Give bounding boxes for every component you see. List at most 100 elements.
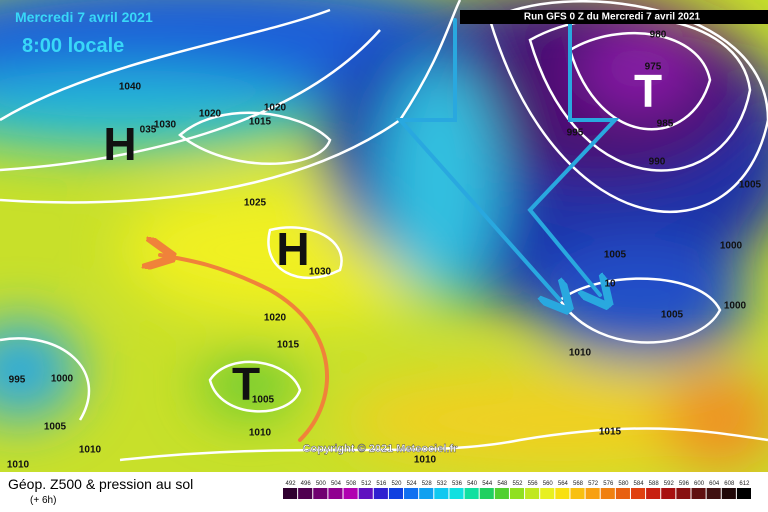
scale-swatch <box>721 488 736 499</box>
scale-label: 576 <box>603 481 614 487</box>
scale-label: 492 <box>286 481 297 487</box>
scale-swatch <box>283 488 298 499</box>
scale-swatch <box>555 488 570 499</box>
isobar-label: 1015 <box>599 427 622 438</box>
scale-label: 500 <box>316 481 327 487</box>
isobar-label: 1010 <box>79 445 102 456</box>
scale-label: 596 <box>679 481 690 487</box>
isobar-label: 995 <box>9 375 26 386</box>
isobar-label: 1010 <box>249 428 272 439</box>
scale-swatch <box>388 488 404 499</box>
scale-swatch <box>706 488 721 499</box>
scale-swatch <box>449 488 464 499</box>
scale-label: 512 <box>361 481 372 487</box>
scale-swatch <box>570 488 585 499</box>
scale-swatch <box>328 488 343 499</box>
scale-label: 536 <box>452 481 463 487</box>
scale-swatch <box>509 488 525 499</box>
isobar-label: 975 <box>645 62 662 73</box>
scale-label: 604 <box>709 481 720 487</box>
isobar-label: 1040 <box>119 82 142 93</box>
scale-label: 612 <box>739 481 750 487</box>
scale-label: 540 <box>467 481 478 487</box>
pressure-system: T <box>232 358 260 410</box>
scale-label: 544 <box>482 481 493 487</box>
scale-swatch <box>615 488 630 499</box>
scale-label: 568 <box>573 481 584 487</box>
scale-label: 520 <box>391 481 402 487</box>
isobar-label: 035 <box>140 125 157 136</box>
pressure-system: T <box>634 65 662 117</box>
scale-swatch <box>600 488 615 499</box>
scale-swatch <box>404 488 419 499</box>
scale-swatch <box>736 488 751 499</box>
isobar-label: 1015 <box>249 117 272 128</box>
isobar-label: 10 <box>604 279 616 290</box>
scale-swatch <box>343 488 358 499</box>
pressure-system: H <box>276 223 309 275</box>
isobar-label: 995 <box>567 128 584 139</box>
scale-label: 524 <box>407 481 418 487</box>
isobar-label: 985 <box>657 119 674 130</box>
scale-swatch <box>661 488 676 499</box>
scale-swatch <box>419 488 434 499</box>
isobar-label: 990 <box>649 157 666 168</box>
scale-label: 580 <box>618 481 629 487</box>
field <box>0 0 768 472</box>
time-label: 8:00 locale <box>22 35 124 57</box>
run-banner <box>460 10 768 24</box>
isobar-label: 1010 <box>414 455 437 466</box>
date-label: Mercredi 7 avril 2021 <box>15 9 153 25</box>
scale-label: 592 <box>664 481 675 487</box>
isobar-label: 1030 <box>154 120 177 131</box>
scale-swatch <box>494 488 509 499</box>
scale-label: 516 <box>376 481 387 487</box>
pressure-system: H <box>103 118 136 170</box>
footer-step: (+ 6h) <box>30 495 56 506</box>
isobar-label: 1015 <box>277 340 300 351</box>
run-label: Run GFS 0 Z du Mercredi 7 avril 2021 <box>524 12 701 23</box>
scale-label: 552 <box>512 481 523 487</box>
scale-label: 560 <box>543 481 554 487</box>
scale-label: 572 <box>588 481 599 487</box>
isobar-label: 1005 <box>252 395 275 406</box>
isobar-label: 1025 <box>244 198 267 209</box>
isobar-label: 1000 <box>720 241 743 252</box>
flow-arrows <box>160 18 620 442</box>
scale-label: 556 <box>528 481 539 487</box>
isobar-label: 1000 <box>724 301 747 312</box>
isobar-label: 1005 <box>661 310 684 321</box>
footer-title: Géop. Z500 & pression au sol <box>8 476 193 492</box>
scale-label: 588 <box>649 481 660 487</box>
isobar-label: 1000 <box>51 374 74 385</box>
scale-swatch <box>646 488 661 499</box>
scale-swatch <box>313 488 328 499</box>
isobar-label: 1010 <box>569 348 592 359</box>
isobar-label: 1005 <box>739 180 762 191</box>
scale-label: 608 <box>724 481 735 487</box>
scale-swatch <box>676 488 691 499</box>
scale-swatch <box>464 488 479 499</box>
scale-label: 496 <box>301 481 312 487</box>
scale-swatch <box>298 488 313 499</box>
isobar-label: 1020 <box>199 109 222 120</box>
scale-label: 548 <box>497 481 508 487</box>
scale-label: 504 <box>331 481 342 487</box>
scale-swatch <box>434 488 449 499</box>
isobar-label: 980 <box>650 30 667 41</box>
scale-swatch <box>540 488 555 499</box>
isobar-label: 1010 <box>7 460 30 471</box>
isobar-label: 1030 <box>309 267 332 278</box>
copyright: Copyright © 2021 Meteociel.fr <box>303 443 459 455</box>
isobar-label: 1020 <box>264 313 287 324</box>
scale-label: 528 <box>422 481 433 487</box>
scale-swatch <box>630 488 646 499</box>
scale-swatch <box>585 488 600 499</box>
scale-swatch <box>691 488 706 499</box>
isobar-label: 1020 <box>264 103 287 114</box>
scale-label: 600 <box>694 481 705 487</box>
scale-label: 508 <box>346 481 357 487</box>
scale-swatch <box>479 488 494 499</box>
scale-label: 584 <box>634 481 645 487</box>
scale-label: 532 <box>437 481 448 487</box>
